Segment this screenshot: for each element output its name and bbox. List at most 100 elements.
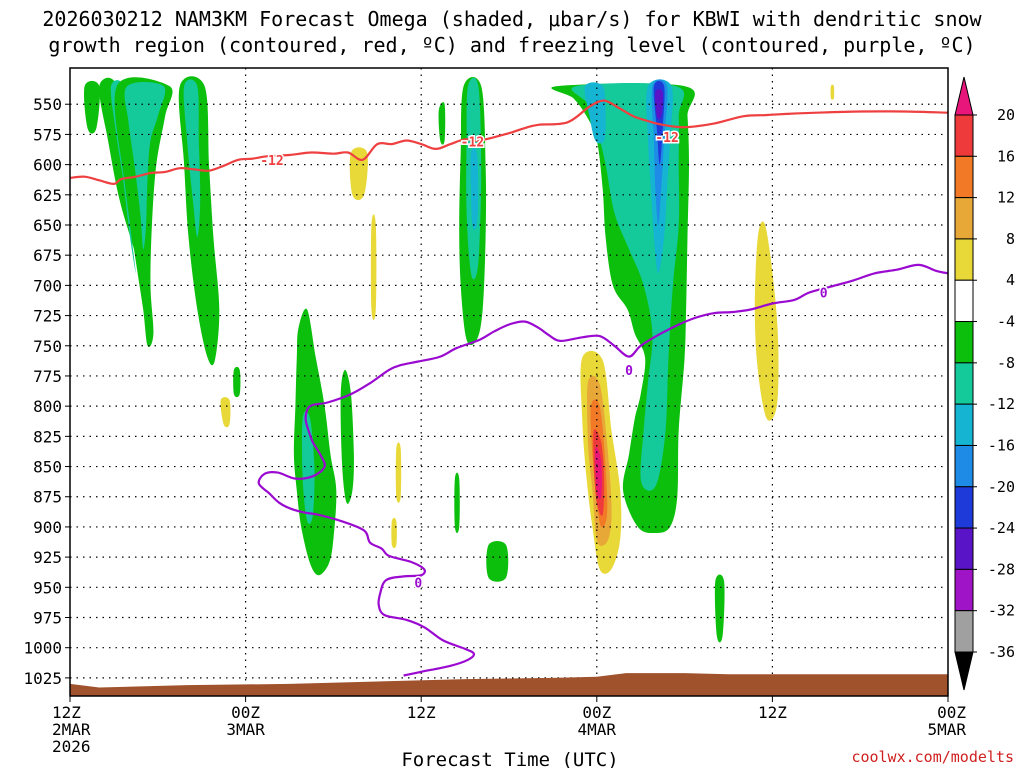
colorbar-label: 20 [997,106,1015,124]
colorbar-label: -32 [988,602,1015,620]
y-tick-label: 725 [33,307,62,326]
colorbar-swatch [954,403,974,446]
colorbar-label: -4 [997,313,1015,331]
colorbar-swatch [954,114,974,157]
colorbar-swatch [954,486,974,529]
omega-region-23 [486,540,509,582]
dendritic-contour-label: -12 [260,154,283,169]
x-tick-label: 4MAR [578,720,617,739]
dendritic-contour-line [70,99,948,185]
colorbar-label: 4 [1006,271,1015,289]
freezing-contour-label: 0 [625,364,633,379]
y-tick-label: 650 [33,216,62,235]
y-tick-label: 975 [33,609,62,628]
chart-title-line-2: growth region (contoured, red, ºC) and f… [48,33,975,57]
x-tick-label: 12Z [407,703,436,722]
y-tick-label: 550 [33,95,62,114]
y-tick-label: 600 [33,156,62,175]
y-tick-label: 925 [33,548,62,567]
colorbar-label: -16 [988,436,1015,454]
y-tick-label: 950 [33,578,62,597]
omega-region-21 [233,366,241,398]
colorbar-label: 16 [997,147,1015,165]
omega-region-20 [438,102,446,145]
colorbar-label: -28 [988,560,1015,578]
x-tick-label: 00Z [582,703,611,722]
colorbar-label: -36 [988,643,1015,661]
omega-shading-layer [83,76,835,643]
colorbar-swatch [954,321,974,364]
y-axis-ticks: 550 575 600 625 650 675 700 725 750 775 800 825 850 8… [23,95,70,688]
colorbar-label: 12 [997,189,1015,207]
y-tick-label: 775 [33,367,62,386]
terrain-layer [70,673,948,696]
omega-region-19 [655,89,663,120]
omega-region-22 [454,472,460,533]
freezing-level-contour-line [257,263,948,677]
colorbar-label: -20 [988,478,1015,496]
colorbar-swatch [954,568,974,612]
omega-region-29 [391,517,397,549]
omega-region-34 [595,446,602,500]
y-tick-label: 575 [33,125,62,144]
terrain-fill [70,673,948,696]
x-tick-label: 00Z [231,703,260,722]
colorbar-label: 8 [1006,230,1015,248]
y-tick-label: 1000 [23,639,62,658]
colorbar-label: -24 [988,519,1015,537]
colorbar-bottom-arrow [954,651,974,691]
dendritic-contour-label: -12 [655,131,678,146]
colorbar-swatch [954,155,974,199]
credit-text: coolwx.com/modelts [851,748,1014,766]
y-tick-label: 850 [33,458,62,477]
x-tick-label: 5MAR [927,720,966,739]
x-tick-label: 2MAR [52,720,91,739]
x-axis-label: Forecast Time (UTC) [401,749,618,768]
colorbar-swatch [954,238,974,281]
y-tick-label: 1025 [23,669,62,688]
x-tick-label: 00Z [937,703,966,722]
omega-region-12 [470,148,479,230]
omega-region-7 [293,308,337,576]
colorbar-swatch [954,527,974,570]
y-tick-label: 800 [33,397,62,416]
omega-region-0 [83,80,100,134]
contour-labels: -12 -12 -12 0 0 0 [259,129,830,593]
plot-area [70,68,948,696]
colorbar-swatch [954,610,974,653]
colorbar-swatch [954,197,974,240]
x-tick-label: 12Z [52,703,81,722]
freezing-contour-label: 0 [414,576,422,591]
x-tick-label: 3MAR [226,720,265,739]
x-tick-label: 12Z [758,703,787,722]
x-tick-label: 2026 [52,737,91,756]
omega-region-26 [370,214,377,321]
omega-region-24 [714,574,725,643]
freezing-contour-label: 0 [820,287,828,302]
y-tick-label: 700 [33,276,62,295]
plot-frame [69,67,949,697]
chart-title-line-1: 2026030212 NAM3KM Forecast Omega (shaded… [42,7,982,31]
contour-layer [70,99,948,677]
y-tick-label: 750 [33,337,62,356]
omega-region-6 [183,79,201,238]
colorbar-label: -12 [988,395,1015,413]
dendritic-contour-label: -12 [461,136,484,151]
colorbar-label: -8 [997,354,1015,372]
y-tick-label: 675 [33,246,62,265]
omega-region-35 [754,221,779,421]
omega-region-15 [584,82,606,144]
colorbar-top-arrow [954,76,974,116]
omega-region-28 [395,442,402,503]
omega-region-4 [124,81,166,250]
omega-region-27 [220,397,231,428]
y-tick-label: 875 [33,488,62,507]
colorbar-swatch [954,444,974,488]
omega-region-9 [340,369,354,504]
y-tick-label: 825 [33,427,62,446]
y-tick-label: 900 [33,518,62,537]
colorbar-swatch [954,362,974,405]
colorbar-swatch [954,279,974,323]
